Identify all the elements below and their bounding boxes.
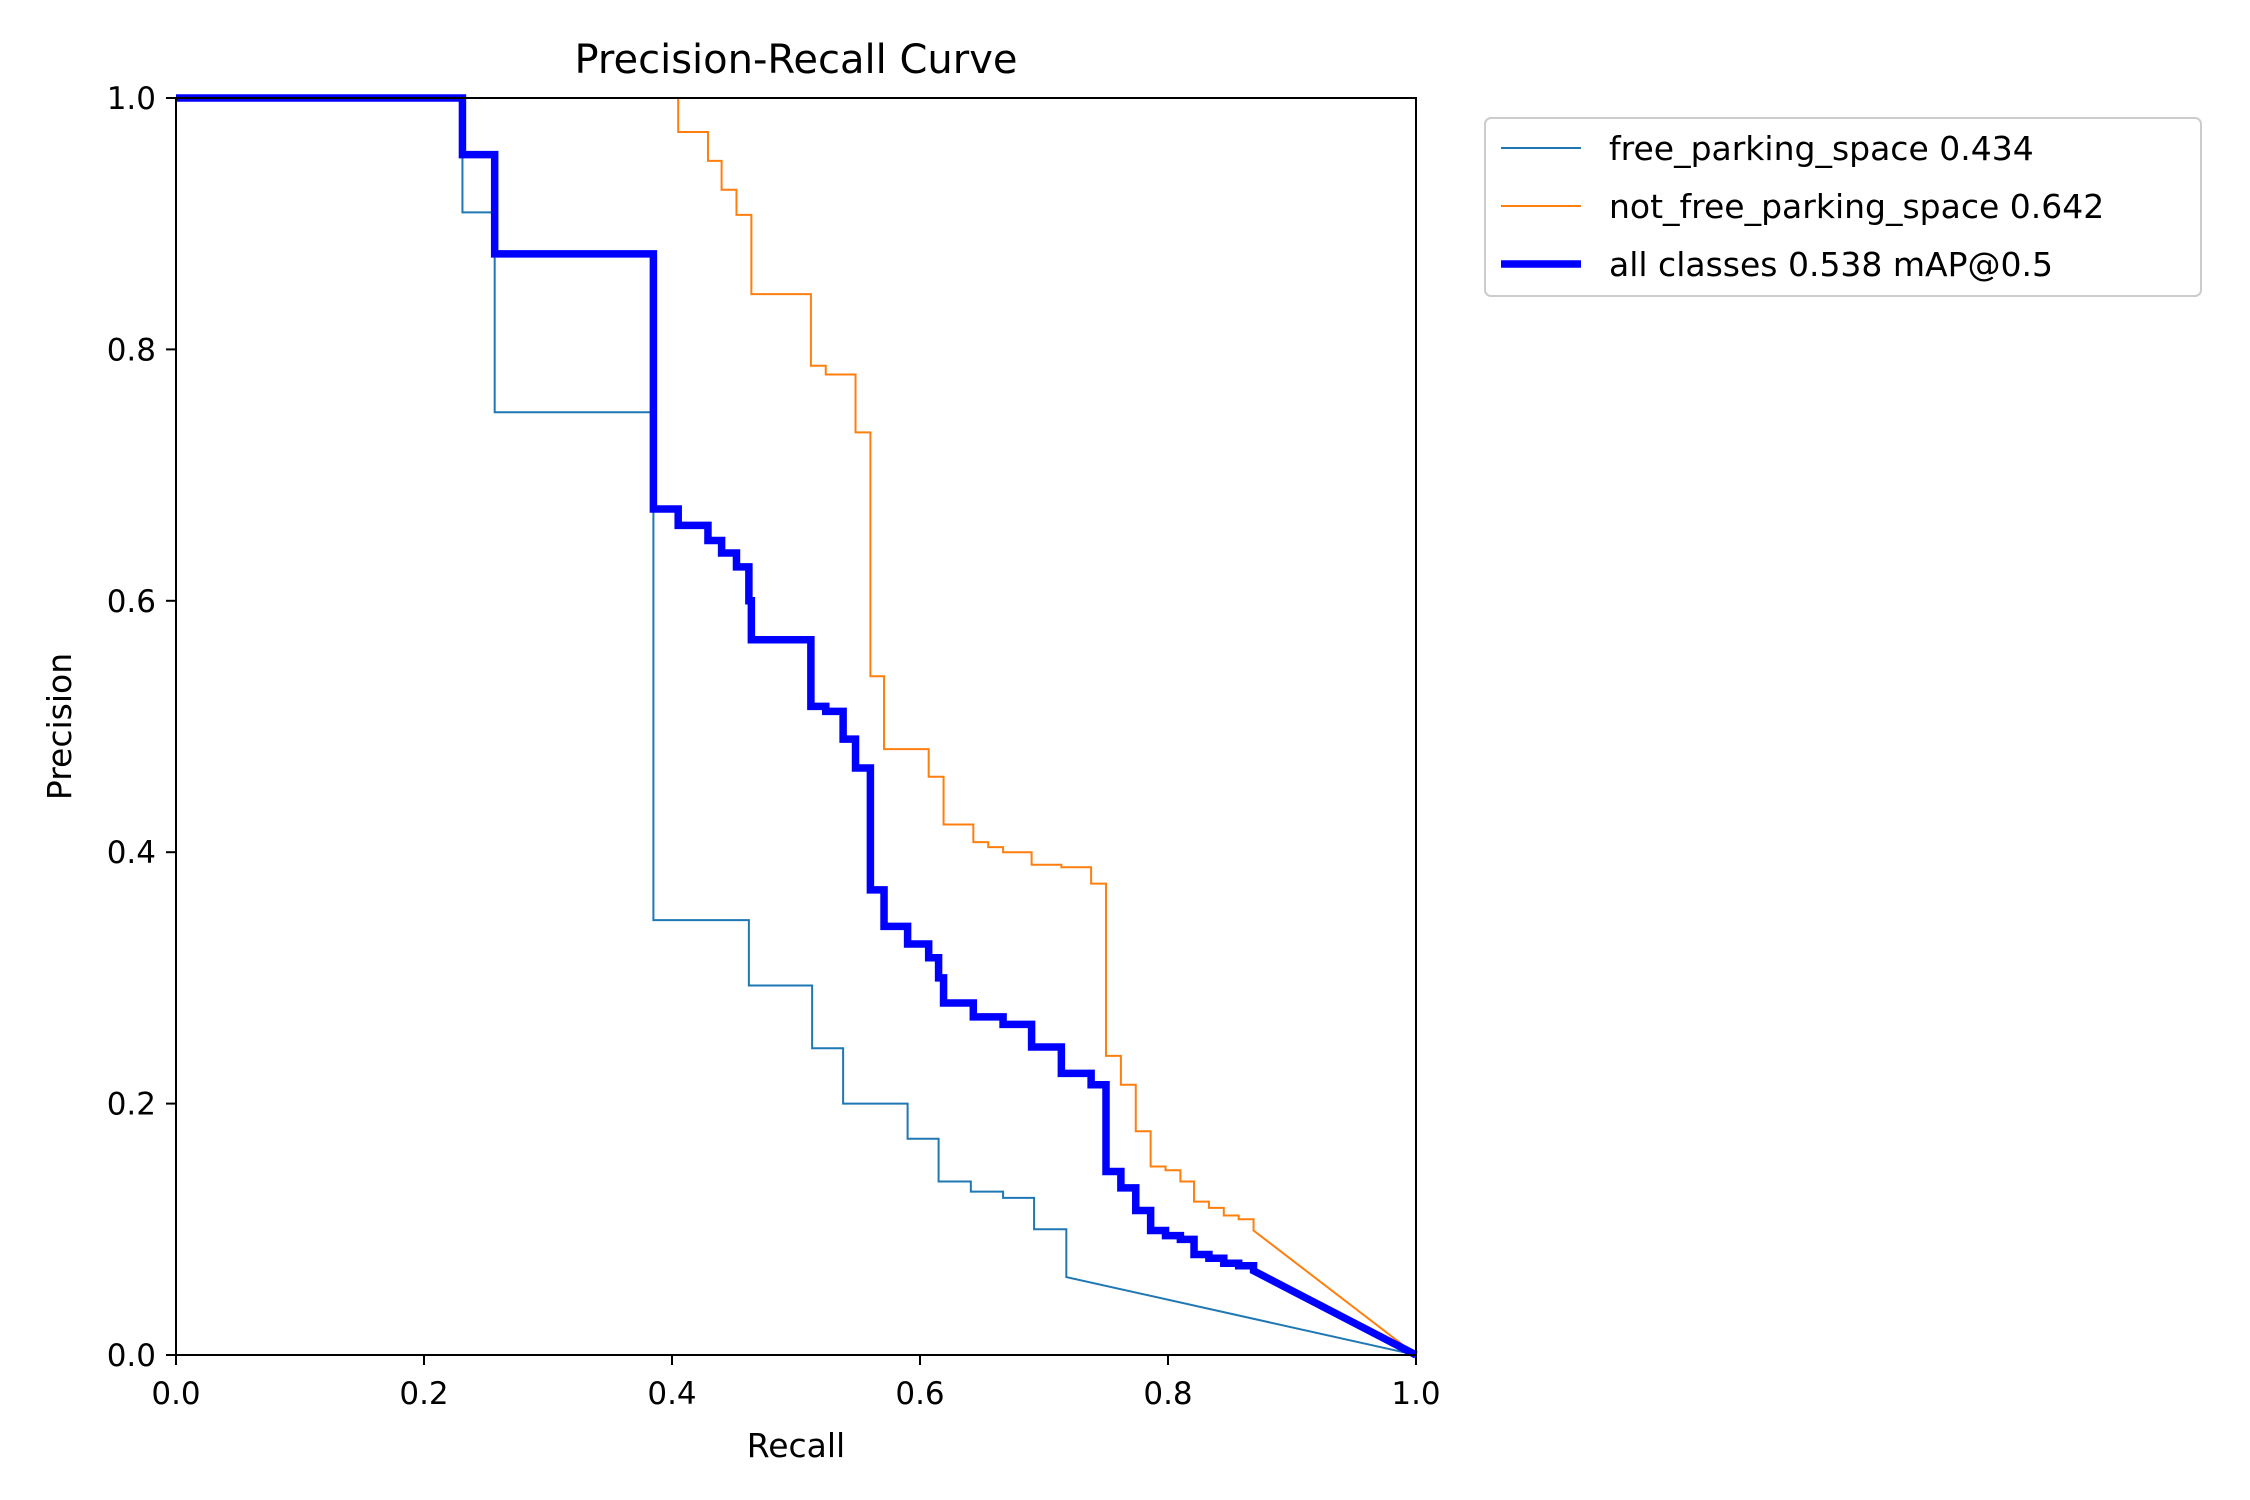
y-tick-label: 0.2 — [107, 1087, 156, 1123]
x-tick-label: 1.0 — [1391, 1376, 1440, 1412]
legend-label: not_free_parking_space 0.642 — [1609, 187, 2104, 226]
x-axis-ticks: 0.0 0.2 0.4 0.6 0.8 1.0 — [151, 1355, 1441, 1412]
x-axis-title: Recall — [747, 1426, 845, 1465]
y-tick-label: 0.0 — [107, 1338, 156, 1374]
legend-box — [1484, 117, 2202, 297]
y-tick-label: 1.0 — [107, 81, 156, 117]
legend: free_parking_space 0.434 not_free_parking… — [1484, 117, 2202, 297]
y-tick-label: 0.4 — [107, 835, 156, 871]
y-axis-ticks: 0.0 0.2 0.4 0.6 0.8 1.0 — [107, 81, 176, 1374]
chart-title: Precision-Recall Curve — [575, 37, 1018, 83]
series-line-2 — [176, 94, 1418, 1359]
legend-label: all classes 0.538 mAP@0.5 — [1609, 245, 2053, 284]
y-tick-label: 0.8 — [107, 332, 156, 368]
x-tick-label: 0.2 — [399, 1376, 448, 1412]
series-line-1 — [677, 98, 1417, 1356]
y-axis-title: Precision — [40, 653, 79, 800]
series-line-0 — [176, 97, 1417, 1356]
x-tick-label: 0.4 — [647, 1376, 696, 1412]
x-tick-label: 0.8 — [1143, 1376, 1192, 1412]
series-layer — [176, 94, 1418, 1359]
y-tick-label: 0.6 — [107, 584, 156, 620]
x-tick-label: 0.6 — [895, 1376, 944, 1412]
legend-label: free_parking_space 0.434 — [1609, 129, 2034, 168]
plot-frame — [175, 97, 1417, 1356]
x-tick-label: 0.0 — [151, 1376, 200, 1412]
